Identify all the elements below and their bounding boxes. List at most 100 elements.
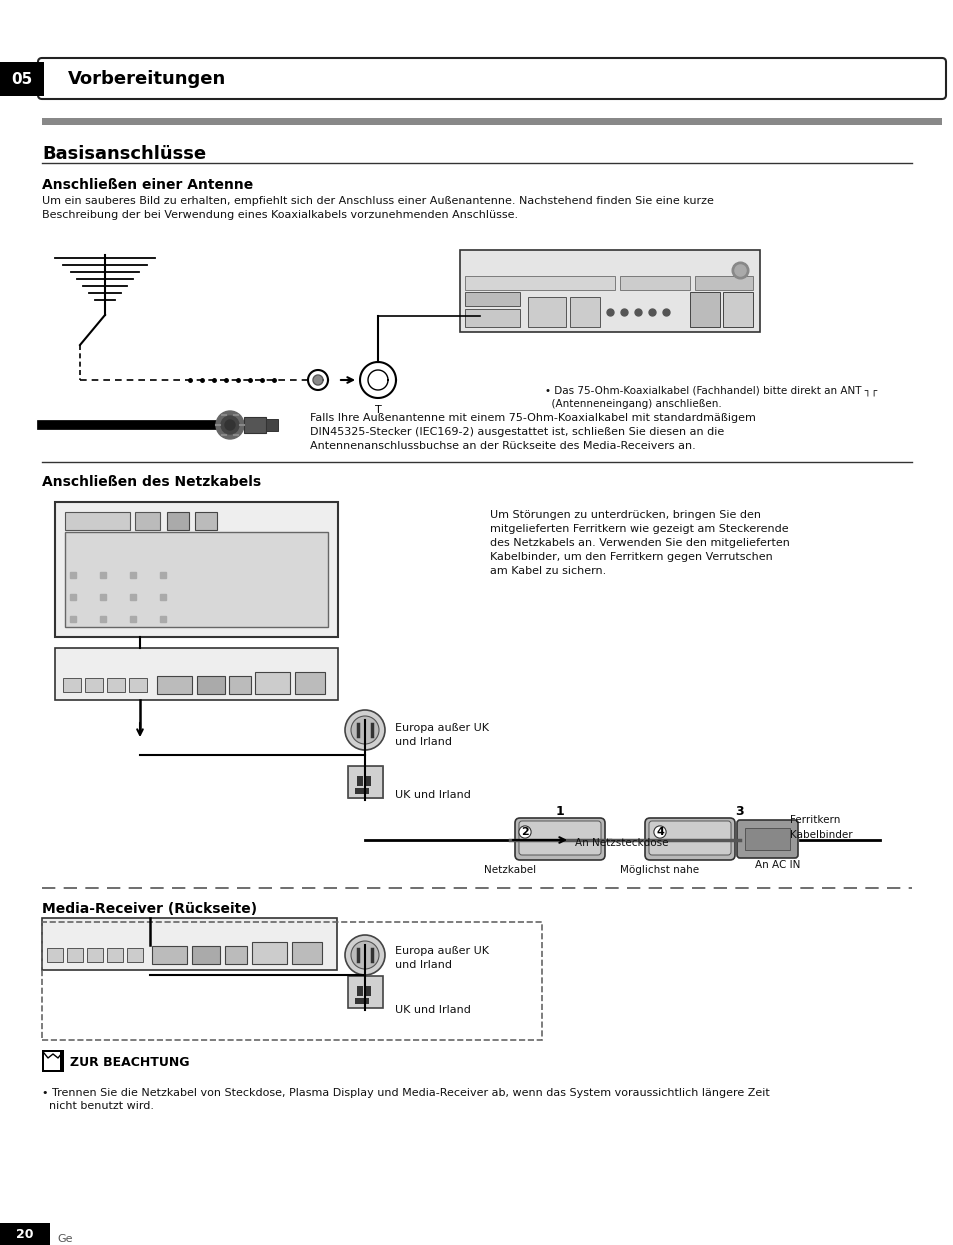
- Bar: [44, 1052, 52, 1069]
- Text: UK und Irland: UK und Irland: [395, 1005, 471, 1015]
- Text: 4: 4: [656, 827, 663, 837]
- Bar: [689, 293, 720, 327]
- Circle shape: [345, 710, 385, 749]
- FancyBboxPatch shape: [518, 820, 600, 855]
- Bar: [348, 766, 382, 798]
- Bar: [464, 293, 519, 306]
- Bar: [695, 276, 752, 290]
- Bar: [619, 276, 689, 290]
- Bar: [152, 946, 187, 964]
- Bar: [42, 918, 336, 970]
- Bar: [52, 1052, 60, 1069]
- Bar: [348, 766, 382, 798]
- Bar: [42, 118, 941, 125]
- Bar: [569, 298, 599, 327]
- Bar: [167, 512, 189, 530]
- Circle shape: [221, 416, 239, 435]
- Bar: [63, 679, 81, 692]
- Bar: [87, 947, 103, 962]
- Circle shape: [215, 411, 244, 439]
- Bar: [65, 512, 130, 530]
- Text: 1: 1: [555, 806, 564, 818]
- Text: Anschließen des Netzkabels: Anschließen des Netzkabels: [42, 476, 261, 489]
- Text: ZUR BEACHTUNG: ZUR BEACHTUNG: [70, 1056, 190, 1068]
- Text: An Netzsteckdose: An Netzsteckdose: [575, 838, 668, 848]
- Bar: [356, 986, 363, 996]
- FancyBboxPatch shape: [648, 820, 730, 855]
- Text: Falls Ihre Außenantenne mit einem 75-Ohm-Koaxialkabel mit standardmäßigem
DIN453: Falls Ihre Außenantenne mit einem 75-Ohm…: [310, 413, 755, 451]
- Bar: [107, 947, 123, 962]
- FancyBboxPatch shape: [737, 820, 797, 858]
- Text: 📖: 📖: [50, 1056, 56, 1066]
- Text: Europa außer UK
und Irland: Europa außer UK und Irland: [395, 946, 489, 970]
- Text: Ferritkern: Ferritkern: [789, 815, 840, 825]
- Bar: [365, 776, 371, 786]
- Bar: [0, 62, 44, 96]
- Bar: [127, 947, 143, 962]
- Bar: [266, 420, 277, 431]
- Text: Anschließen einer Antenne: Anschließen einer Antenne: [42, 178, 253, 192]
- Bar: [722, 293, 752, 327]
- Bar: [196, 676, 225, 693]
- Bar: [55, 502, 337, 637]
- Bar: [0, 1223, 50, 1245]
- Bar: [292, 942, 322, 964]
- Bar: [365, 986, 371, 996]
- Text: T: T: [375, 405, 381, 415]
- Text: Netzkabel: Netzkabel: [483, 865, 536, 875]
- Bar: [194, 512, 216, 530]
- Bar: [252, 942, 287, 964]
- Bar: [225, 946, 247, 964]
- Text: Möglichst nahe: Möglichst nahe: [619, 865, 699, 875]
- FancyBboxPatch shape: [644, 818, 734, 860]
- Text: 20: 20: [16, 1228, 33, 1240]
- Circle shape: [225, 420, 234, 430]
- Bar: [42, 923, 541, 1040]
- Text: Media-Receiver (Rückseite): Media-Receiver (Rückseite): [42, 901, 257, 916]
- Bar: [42, 1050, 64, 1072]
- FancyBboxPatch shape: [515, 818, 604, 860]
- Bar: [67, 947, 83, 962]
- Text: Um Störungen zu unterdrücken, bringen Sie den
mitgelieferten Ferritkern wie geze: Um Störungen zu unterdrücken, bringen Si…: [490, 510, 789, 576]
- Text: 3: 3: [735, 806, 743, 818]
- Bar: [355, 998, 369, 1003]
- Text: Kabelbinder: Kabelbinder: [789, 830, 852, 840]
- Text: Vorbereitungen: Vorbereitungen: [68, 70, 226, 88]
- Text: Basisanschlüsse: Basisanschlüsse: [42, 144, 206, 163]
- Text: 2: 2: [520, 827, 528, 837]
- FancyBboxPatch shape: [38, 59, 945, 100]
- Bar: [527, 298, 565, 327]
- Bar: [135, 512, 160, 530]
- Bar: [157, 676, 192, 693]
- Text: An AC IN: An AC IN: [754, 860, 800, 870]
- Bar: [294, 672, 325, 693]
- Bar: [464, 276, 615, 290]
- Bar: [65, 532, 328, 627]
- Text: Ge: Ge: [57, 1234, 72, 1244]
- Bar: [464, 309, 519, 327]
- Text: Um ein sauberes Bild zu erhalten, empfiehlt sich der Anschluss einer Außenantenn: Um ein sauberes Bild zu erhalten, empfie…: [42, 195, 713, 220]
- Bar: [129, 679, 147, 692]
- Text: • Trennen Sie die Netzkabel von Steckdose, Plasma Display und Media-Receiver ab,: • Trennen Sie die Netzkabel von Steckdos…: [42, 1088, 769, 1112]
- Text: 05: 05: [11, 71, 32, 86]
- Text: Europa außer UK
und Irland: Europa außer UK und Irland: [395, 723, 489, 747]
- Circle shape: [345, 935, 385, 975]
- Text: UK und Irland: UK und Irland: [395, 791, 471, 801]
- Bar: [85, 679, 103, 692]
- Bar: [355, 788, 369, 794]
- Bar: [348, 976, 382, 1008]
- Bar: [244, 417, 266, 433]
- Text: • Das 75-Ohm-Koaxialkabel (Fachhandel) bitte direkt an ANT ┐┌
  (Antenneneingang: • Das 75-Ohm-Koaxialkabel (Fachhandel) b…: [544, 385, 877, 408]
- Bar: [459, 250, 760, 332]
- Circle shape: [351, 716, 378, 745]
- Bar: [744, 828, 789, 850]
- Bar: [356, 776, 363, 786]
- Bar: [107, 679, 125, 692]
- Circle shape: [314, 376, 322, 383]
- Bar: [55, 647, 337, 700]
- Circle shape: [351, 941, 378, 969]
- Bar: [192, 946, 220, 964]
- Bar: [47, 947, 63, 962]
- Bar: [254, 672, 290, 693]
- Bar: [229, 676, 251, 693]
